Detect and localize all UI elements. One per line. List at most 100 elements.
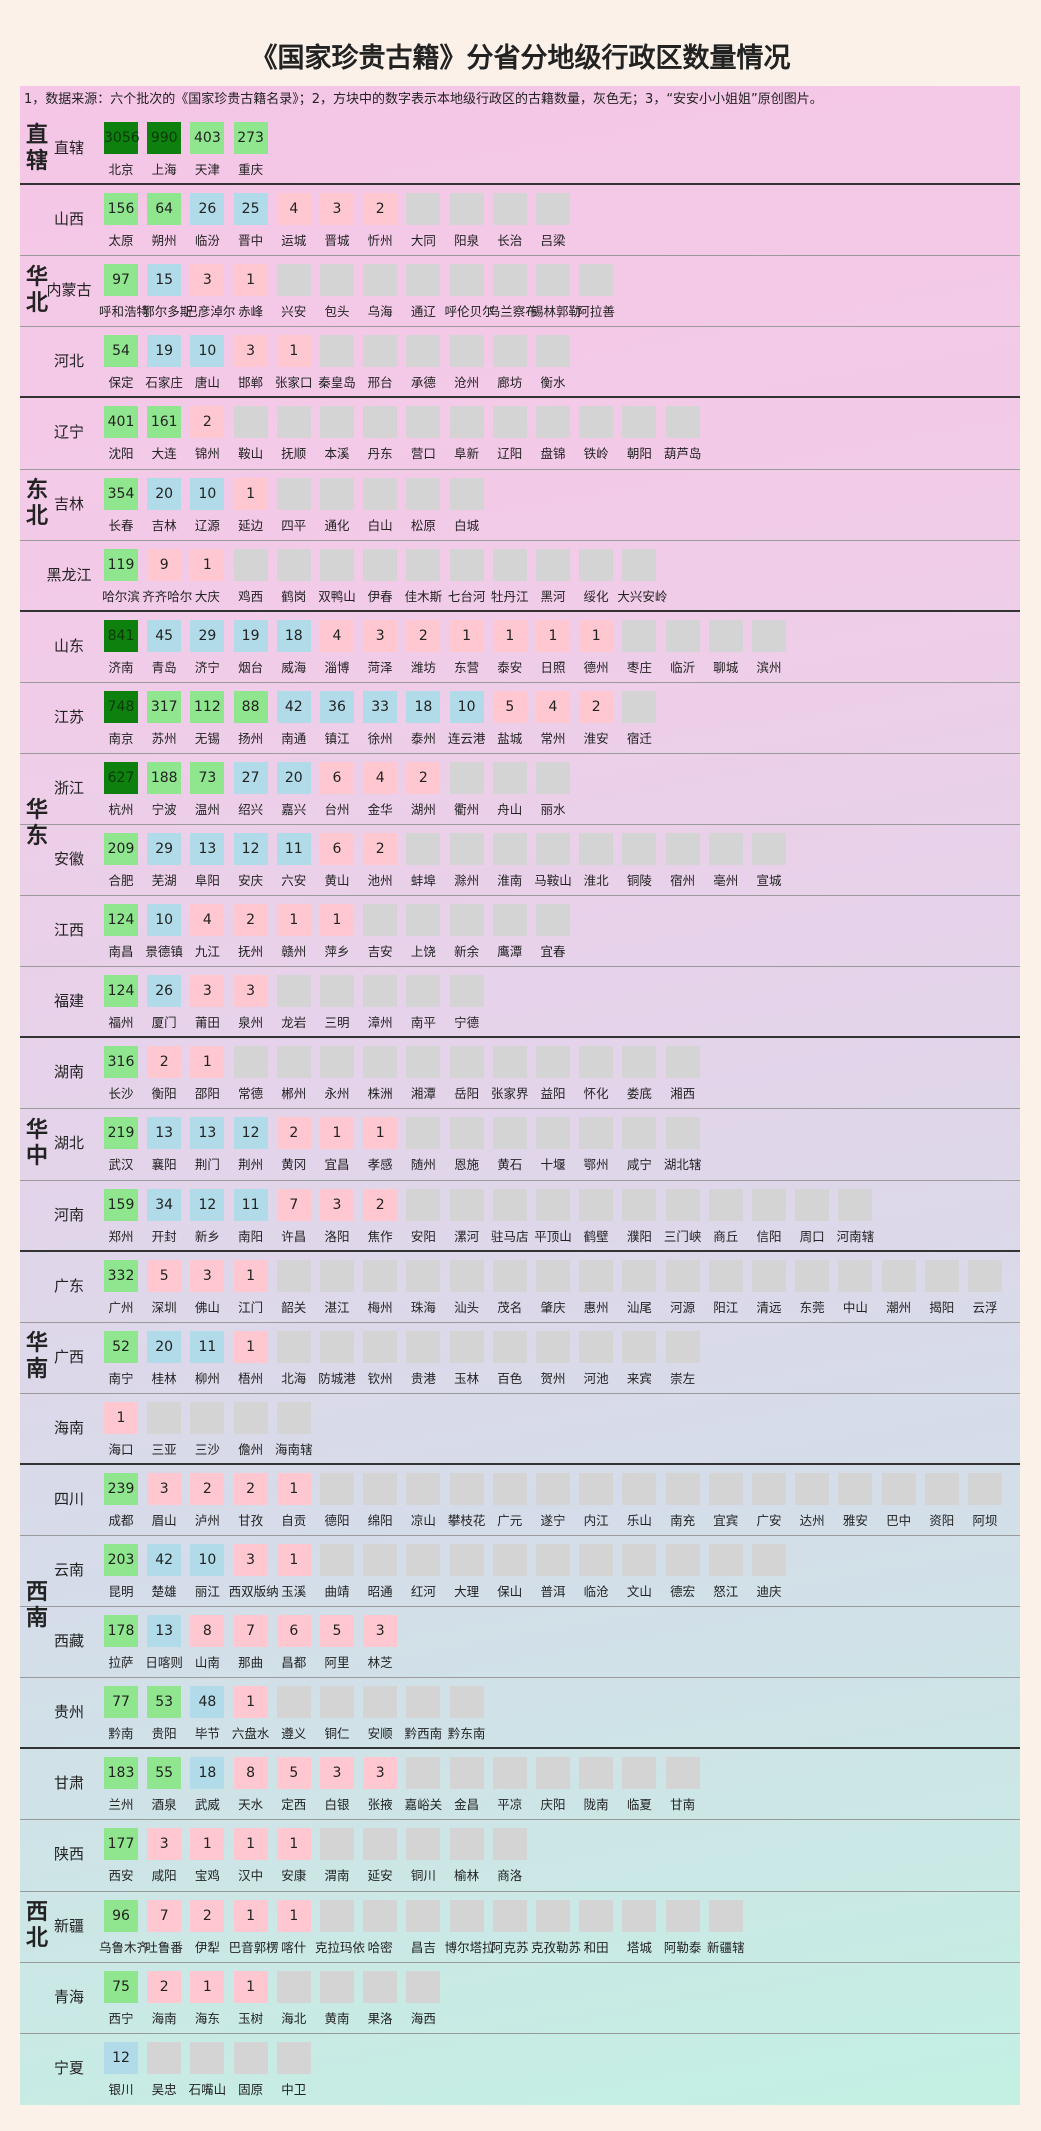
data-cell [968, 1472, 1002, 1505]
data-cell: 5 [492, 690, 527, 723]
data-cell: 1 [233, 264, 268, 297]
data-cell [665, 406, 700, 439]
data-cell [449, 1259, 484, 1292]
city-label: 果洛 [367, 2010, 393, 2026]
data-cell [449, 477, 484, 510]
data-cell: 2 [579, 690, 614, 723]
city-label: 随州 [410, 1157, 436, 1173]
data-cell [536, 1188, 570, 1221]
data-cell: 26 [147, 975, 182, 1008]
city-label: 十堰 [540, 1157, 566, 1173]
data-cell [276, 406, 311, 439]
data-cell [406, 1899, 441, 1932]
city-label: 眉山 [151, 1512, 177, 1528]
data-cell: 5 [147, 1259, 182, 1292]
data-cell [233, 1046, 268, 1079]
data-cell: 3 [320, 1757, 354, 1790]
city-label: 鸡西 [238, 588, 264, 604]
city-label: 湖州 [410, 801, 436, 817]
city-label: 河源 [670, 1299, 696, 1315]
city-label: 广州 [108, 1299, 134, 1315]
data-cell [708, 1544, 743, 1576]
city-label: 蚌埠 [410, 873, 436, 888]
data-cell: 2 [147, 1970, 182, 2003]
city-label: 吉林 [151, 517, 177, 533]
data-cell: 1 [233, 1970, 268, 2003]
city-label: 云浮 [972, 1299, 998, 1315]
data-cell: 748 [104, 690, 138, 723]
data-cell: 219 [104, 1117, 138, 1150]
data-cell [406, 548, 441, 581]
data-cell: 1 [233, 1330, 268, 1363]
data-cell: 11 [190, 1330, 225, 1363]
city-label: 南京 [108, 730, 134, 746]
province-separator [20, 2032, 1020, 2034]
city-label: 乌海 [367, 304, 393, 320]
data-cell [276, 548, 311, 581]
city-label: 漯河 [454, 1228, 480, 1244]
city-label: 陇南 [583, 1797, 609, 1813]
data-cell: 2 [406, 761, 441, 794]
data-cell: 2 [190, 1472, 225, 1505]
city-label: 泰州 [410, 730, 436, 746]
city-label: 文山 [626, 1584, 652, 1599]
city-label: 昌都 [281, 1655, 307, 1671]
data-cell: 159 [104, 1188, 138, 1221]
city-label: 阳泉 [454, 233, 480, 249]
data-cell [363, 975, 398, 1008]
province-label: 广东 [53, 1276, 84, 1295]
city-label: 日喀则 [145, 1655, 183, 1671]
data-cell [838, 1472, 873, 1505]
city-label: 阿勒泰 [663, 1939, 702, 1955]
data-cell [320, 1828, 354, 1861]
city-label: 自贡 [281, 1512, 307, 1528]
city-label: 大兴安岭 [617, 588, 668, 604]
city-label: 新余 [454, 944, 480, 960]
data-cell [622, 1046, 657, 1079]
city-label: 百色 [497, 1370, 523, 1386]
city-label: 呼和浩特 [99, 304, 150, 320]
data-cell: 316 [104, 1046, 138, 1079]
data-cell [406, 1686, 441, 1719]
data-cell [622, 619, 657, 652]
city-label: 榆林 [454, 1868, 480, 1884]
city-label: 阿坝 [972, 1512, 998, 1528]
data-cell [147, 1401, 182, 1434]
data-cell [579, 1046, 614, 1079]
data-cell: 203 [104, 1544, 138, 1576]
data-cell [363, 406, 398, 439]
data-cell [449, 335, 484, 368]
data-cell [449, 1046, 484, 1079]
data-cell: 25 [233, 193, 268, 226]
province-label: 四川 [53, 1489, 84, 1508]
city-label: 荆州 [238, 1157, 264, 1173]
data-cell [622, 1330, 657, 1363]
data-cell: 29 [147, 833, 182, 865]
data-cell: 1 [233, 1899, 268, 1932]
data-cell [449, 1686, 484, 1719]
city-label: 廊坊 [497, 375, 523, 391]
data-cell [406, 1970, 441, 2003]
data-cell: 3 [363, 619, 398, 652]
data-cell: 5 [276, 1757, 311, 1790]
city-label: 达州 [799, 1512, 825, 1528]
data-cell [363, 1544, 398, 1576]
province-separator [20, 1108, 1020, 1110]
data-cell [492, 761, 527, 794]
data-cell [276, 2041, 311, 2074]
data-cell [579, 548, 614, 581]
data-cell: 6 [276, 1615, 311, 1648]
province-label: 福建 [53, 992, 84, 1011]
province-label: 黑龙江 [46, 565, 92, 584]
data-cell: 1 [104, 1401, 138, 1434]
city-label: 柳州 [194, 1370, 220, 1386]
province-label: 辽宁 [53, 423, 84, 442]
city-label: 无锡 [194, 730, 220, 746]
city-label: 青岛 [151, 659, 177, 675]
data-cell [536, 1899, 570, 1932]
city-label: 营口 [410, 446, 436, 462]
data-cell [579, 1899, 614, 1932]
data-cell [276, 1046, 311, 1079]
data-cell: 7 [233, 1615, 268, 1648]
city-label: 通辽 [410, 304, 436, 320]
